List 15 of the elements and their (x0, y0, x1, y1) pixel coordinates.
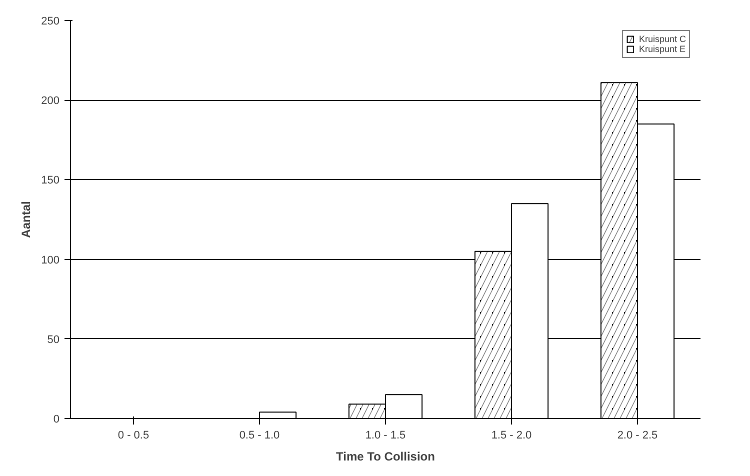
legend-label: Kruispunt C (638, 34, 686, 44)
y-tick-label: 100 (41, 254, 60, 266)
x-axis-title: Time To Collision (336, 450, 435, 464)
y-tick-label: 50 (47, 334, 60, 346)
x-tick-label: 1.5 - 2.0 (491, 430, 532, 442)
y-tick-label: 150 (41, 174, 60, 187)
y-axis-title: Aantal (19, 201, 34, 238)
y-tick-label: 250 (41, 16, 60, 28)
y-tick-label: 0 (53, 414, 60, 426)
x-tick-label: 0 - 0.5 (118, 430, 150, 442)
y-tick-label: 200 (41, 95, 60, 108)
legend-label: Kruispunt E (638, 44, 686, 54)
x-tick-label: 1.0 - 1.5 (365, 430, 406, 442)
x-tick-label: 2.0 - 2.5 (617, 430, 658, 442)
x-tick-label: 0.5 - 1.0 (239, 430, 280, 442)
